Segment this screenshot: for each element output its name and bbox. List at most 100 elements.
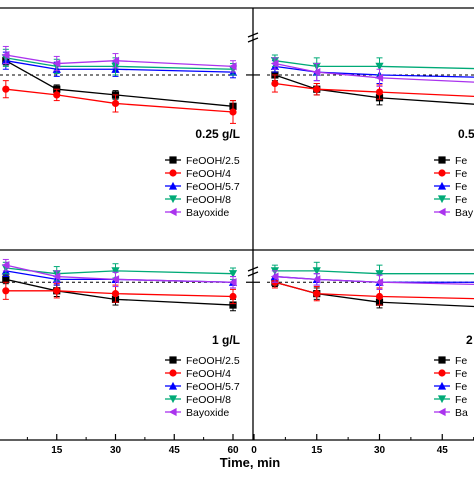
legend-marker [437, 207, 446, 217]
series-line [274, 275, 474, 286]
legend-marker [438, 369, 446, 377]
panel-annotation: 1 g/L [212, 333, 240, 347]
legend-label: Fe [455, 194, 467, 206]
x-tick-label: 60 [227, 445, 239, 456]
x-tick-label: 45 [437, 445, 449, 456]
series-1 [2, 80, 237, 124]
legend-marker [438, 156, 446, 164]
data-point [375, 278, 384, 287]
legend-item: FeOOH/4 [165, 168, 231, 180]
legend-label: FeOOH/8 [186, 194, 231, 206]
series-line [274, 74, 474, 105]
data-point [312, 68, 321, 77]
legend-label: Ba [455, 407, 468, 419]
legend-item: FeOOH/2.5 [165, 355, 240, 367]
data-point [229, 292, 237, 301]
data-point [270, 59, 279, 68]
legend-item: FeOOH/5.7 [165, 181, 240, 193]
legend-label: FeOOH/8 [186, 394, 231, 406]
series-line [5, 54, 234, 68]
data-point [375, 88, 384, 96]
legend-marker [437, 195, 447, 204]
legend-marker [168, 181, 178, 190]
series-4 [1, 45, 237, 73]
series-line [5, 88, 234, 113]
legend-marker [169, 156, 177, 164]
data-point [111, 290, 120, 298]
panels-group: 0.25 g/LFeOOH/2.5FeOOH/4FeOOH/5.7FeOOH/8… [0, 45, 474, 456]
data-point [111, 56, 120, 65]
plot-area [267, 54, 474, 106]
series-line [5, 278, 234, 306]
panel-annotation: 0.5 [458, 127, 474, 141]
series-line [5, 57, 234, 70]
legend-label: FeOOH/4 [186, 168, 231, 180]
legend-marker [437, 395, 447, 404]
data-point [229, 301, 237, 309]
series-line [274, 60, 474, 70]
legend-item: Ba [434, 407, 468, 419]
data-point [2, 287, 10, 295]
legend-marker [437, 381, 447, 390]
series-line [274, 65, 474, 78]
data-point [270, 272, 279, 281]
data-point [312, 275, 321, 284]
legend-item: FeOOH/4 [165, 368, 231, 380]
legend-label: Fe [455, 355, 467, 367]
series-line [274, 82, 474, 97]
data-point [375, 270, 384, 278]
series-line [5, 290, 234, 298]
legend-item: Bay [434, 207, 474, 219]
data-point [111, 275, 120, 284]
data-point [271, 79, 279, 88]
series-4 [1, 258, 237, 289]
legend-marker [169, 356, 177, 364]
legend-label: Fe [455, 368, 467, 380]
legend-label: Fe [455, 155, 467, 167]
x-tick-label: 15 [311, 445, 323, 456]
data-point [228, 278, 237, 287]
series-4 [270, 57, 474, 87]
legend-label: Fe [455, 394, 467, 406]
x-tick-label: 30 [110, 445, 122, 456]
legend-item: FeOOH/8 [165, 394, 231, 406]
legend-item: FeOOH/2.5 [165, 155, 240, 167]
data-point [53, 91, 61, 99]
legend-item: Fe [434, 394, 467, 406]
legend-label: Fe [455, 181, 467, 193]
legend-item: Fe [434, 181, 467, 193]
x-tick-label: 30 [374, 445, 386, 456]
legend-label: FeOOH/2.5 [186, 355, 240, 367]
legend-label: Bayoxide [186, 207, 229, 219]
legend-item: Fe [434, 355, 467, 367]
x-axis-title: Time, min [220, 455, 281, 470]
data-point [1, 261, 10, 270]
legend-label: Bayoxide [186, 407, 229, 419]
legend-marker [168, 381, 178, 390]
legend-marker [437, 181, 447, 190]
legend-marker [168, 195, 178, 204]
legend-label: Fe [455, 168, 467, 180]
legend-item: Fe [434, 168, 467, 180]
data-point [313, 290, 321, 298]
chart-panel-top-left: 0.25 g/L FeOOH/2.5FeOOH/4FeOOH/5.7FeOOH/8… [0, 45, 253, 219]
legend-label: FeOOH/4 [186, 368, 231, 380]
x-tick-label: 45 [169, 445, 181, 456]
data-point [111, 99, 120, 108]
legend-label: Bay [455, 207, 474, 219]
legend-marker [169, 169, 177, 177]
legend-marker [168, 407, 177, 417]
series-4 [270, 270, 474, 290]
data-point [313, 85, 321, 93]
data-point [2, 85, 10, 93]
legend-item: Bayoxide [165, 407, 229, 419]
series-line [5, 264, 234, 283]
series-1 [271, 74, 474, 100]
